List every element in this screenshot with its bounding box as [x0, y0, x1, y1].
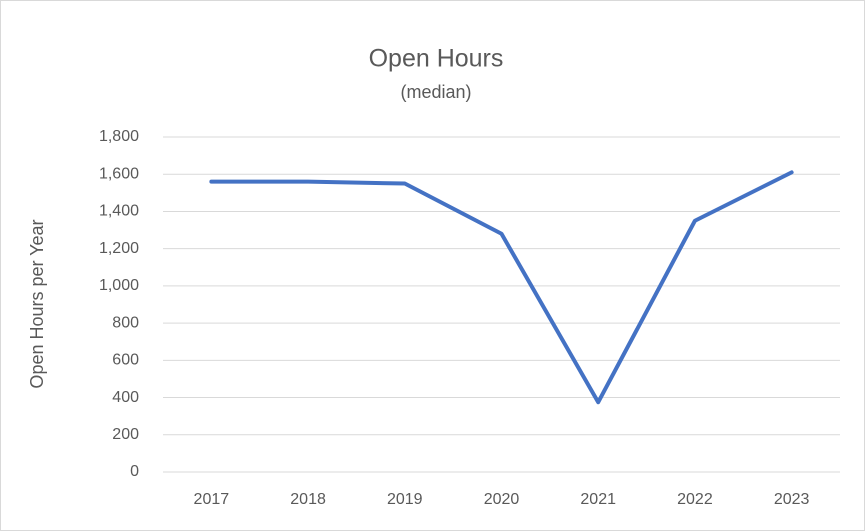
- x-tick-label: 2023: [774, 491, 810, 508]
- x-tick-label: 2018: [290, 491, 326, 508]
- chart-subtitle: (median): [400, 82, 471, 102]
- x-tick-label: 2022: [677, 491, 713, 508]
- y-tick-label: 200: [112, 426, 139, 443]
- y-tick-label: 1,400: [99, 203, 139, 220]
- y-tick-label: 1,800: [99, 128, 139, 145]
- y-tick-label: 1,200: [99, 240, 139, 257]
- x-tick-label: 2017: [194, 491, 230, 508]
- data-line: [209, 170, 794, 405]
- y-tick-label: 0: [130, 463, 139, 480]
- y-tick-label: 1,000: [99, 277, 139, 294]
- y-tick-label: 400: [112, 389, 139, 406]
- chart-title: Open Hours: [369, 45, 504, 73]
- y-tick-label: 800: [112, 314, 139, 331]
- x-tick-label: 2020: [484, 491, 520, 508]
- x-tick-label: 2019: [387, 491, 423, 508]
- y-axis-label: Open Hours per Year: [27, 219, 47, 388]
- x-tick-label: 2021: [580, 491, 616, 508]
- y-tick-label: 600: [112, 352, 139, 369]
- y-tick-label: 1,600: [99, 165, 139, 182]
